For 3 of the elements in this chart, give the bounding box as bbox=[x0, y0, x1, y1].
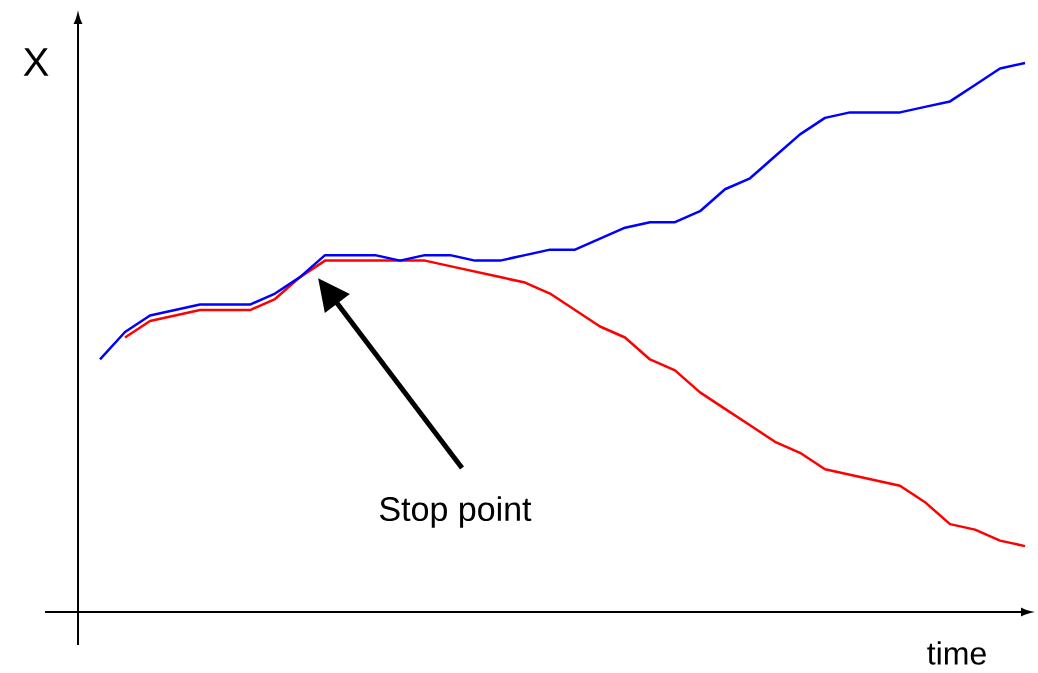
x-axis-title: time bbox=[927, 641, 986, 665]
annotation: Stop point bbox=[380, 496, 532, 528]
y-axis-title: X bbox=[23, 48, 49, 76]
